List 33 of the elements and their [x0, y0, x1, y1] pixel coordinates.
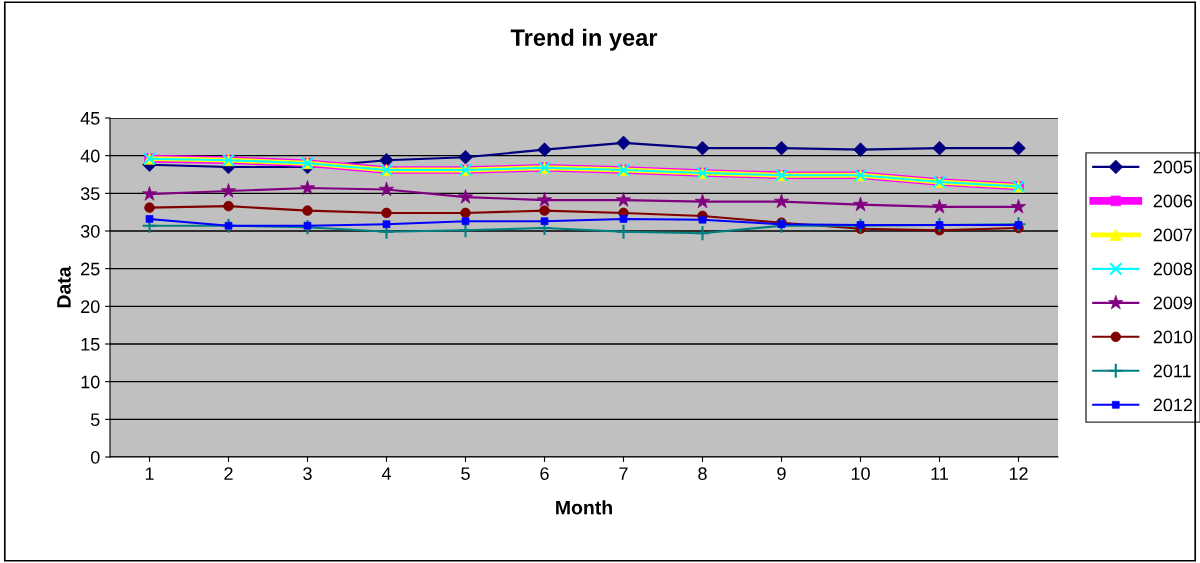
x-tick-label: 10	[851, 467, 870, 480]
chart-title: Trend in year	[510, 28, 658, 51]
x-axis-title: Month	[556, 500, 612, 515]
y-tick-label: 30	[80, 224, 100, 238]
x-tick-label: 12	[1009, 467, 1028, 480]
legend-label: 2005	[1153, 160, 1193, 174]
legend-label: 2007	[1153, 228, 1193, 242]
x-tick-label: 3	[303, 467, 312, 480]
y-axis-title: Data	[57, 266, 71, 308]
legend-label: 2009	[1153, 296, 1193, 310]
legend-label: 2006	[1153, 194, 1193, 208]
x-tick-label: 6	[540, 467, 549, 480]
y-tick-label: 15	[81, 338, 100, 351]
y-tick-label: 35	[80, 187, 100, 201]
x-tick-label: 11	[931, 467, 948, 480]
legend-label: 2011	[1153, 364, 1191, 378]
legend-label: 2008	[1153, 262, 1193, 276]
x-tick-label: 7	[619, 467, 628, 480]
legend-label: 2010	[1153, 330, 1193, 344]
y-tick-label: 25	[81, 262, 100, 276]
x-tick-label: 5	[461, 467, 470, 480]
x-tick-label: 2	[224, 467, 233, 480]
y-tick-label: 20	[81, 300, 100, 314]
y-tick-label: 5	[90, 413, 100, 427]
y-tick-label: 45	[80, 112, 100, 125]
legend-label: 2012	[1153, 398, 1193, 412]
y-tick-label: 0	[90, 450, 100, 464]
x-tick-label: 4	[381, 467, 391, 480]
x-tick-label: 1	[145, 467, 154, 480]
x-tick-label: 8	[698, 467, 707, 480]
x-tick-label: 9	[777, 467, 786, 480]
y-tick-label: 10	[81, 375, 100, 389]
y-tick-label: 40	[80, 149, 100, 163]
